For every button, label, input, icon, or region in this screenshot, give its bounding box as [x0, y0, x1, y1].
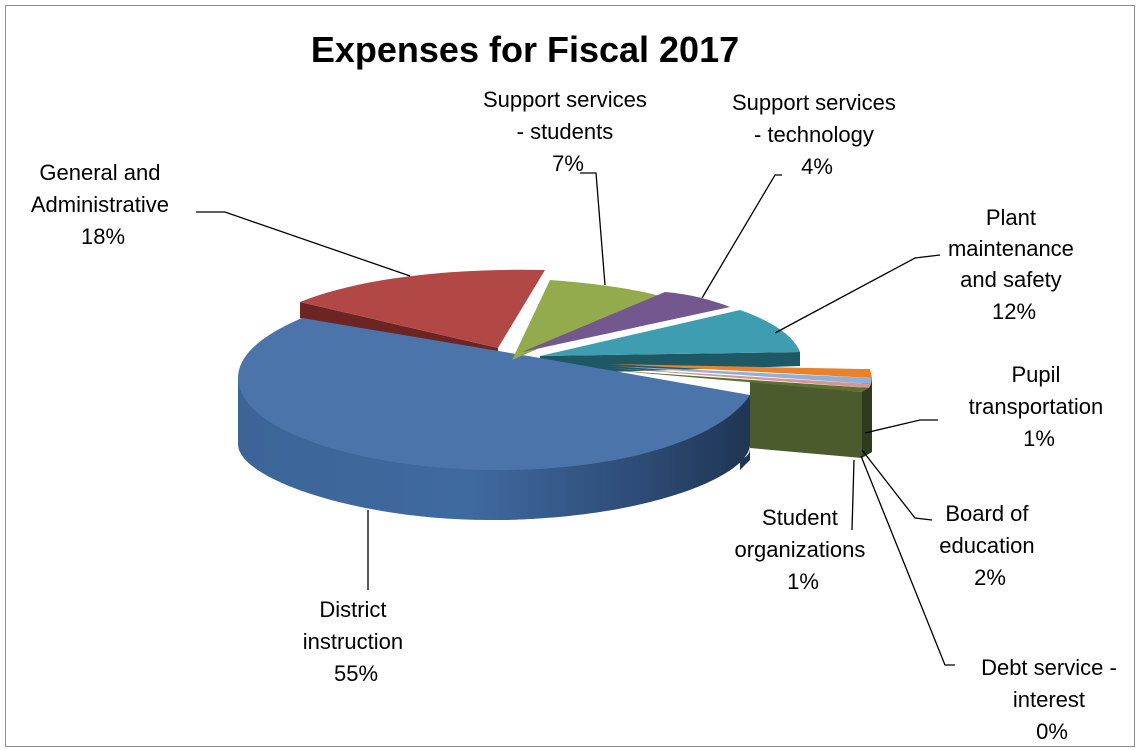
leader-line-general-administrative	[196, 211, 411, 277]
slice-support-services-technology	[522, 292, 730, 352]
leader-line-student-organizations	[851, 459, 855, 531]
data-label-support-students: Support services - students 7%	[483, 87, 653, 176]
slice-plant-maintenance-safety	[540, 310, 800, 356]
slice-side-small-slices-edge	[862, 378, 872, 458]
data-label-debt-service: Debt service - interest 0%	[981, 655, 1123, 744]
data-label-board-of-education: Board of education 2%	[939, 501, 1041, 590]
leader-line-board-of-education	[861, 449, 933, 521]
slice-side-district-instruction-body	[238, 378, 750, 520]
leader-line-plant-maintenance	[774, 254, 941, 334]
slice-board-of-education	[610, 366, 872, 384]
data-label-plant-maintenance: Plant maintenance and safety 12%	[948, 205, 1080, 324]
slice-general-administrative	[300, 269, 545, 348]
slice-pupil-transportation	[610, 364, 872, 378]
slice-district-instruction	[238, 318, 750, 470]
slice-side-small-slices	[750, 381, 862, 458]
data-label-pupil-transportation: Pupil transportation 1%	[969, 362, 1110, 451]
leader-line-support-technology	[701, 174, 782, 299]
leader-line-support-students	[580, 172, 606, 286]
slice-support-services-students	[512, 280, 660, 360]
data-label-student-organizations: Student organizations 1%	[735, 505, 872, 594]
data-label-support-technology: Support services - technology 4%	[732, 90, 902, 179]
data-label-district-instruction: District instruction 55%	[303, 597, 409, 686]
chart-title: Expenses for Fiscal 2017	[311, 29, 739, 70]
leader-line-debt-service	[860, 455, 955, 666]
slice-student-organizations	[608, 370, 869, 392]
leader-line-pupil-transportation	[864, 419, 938, 434]
data-label-general-administrative: General and Administrative 18%	[31, 160, 175, 249]
slice-debt-service-interest	[610, 368, 871, 388]
